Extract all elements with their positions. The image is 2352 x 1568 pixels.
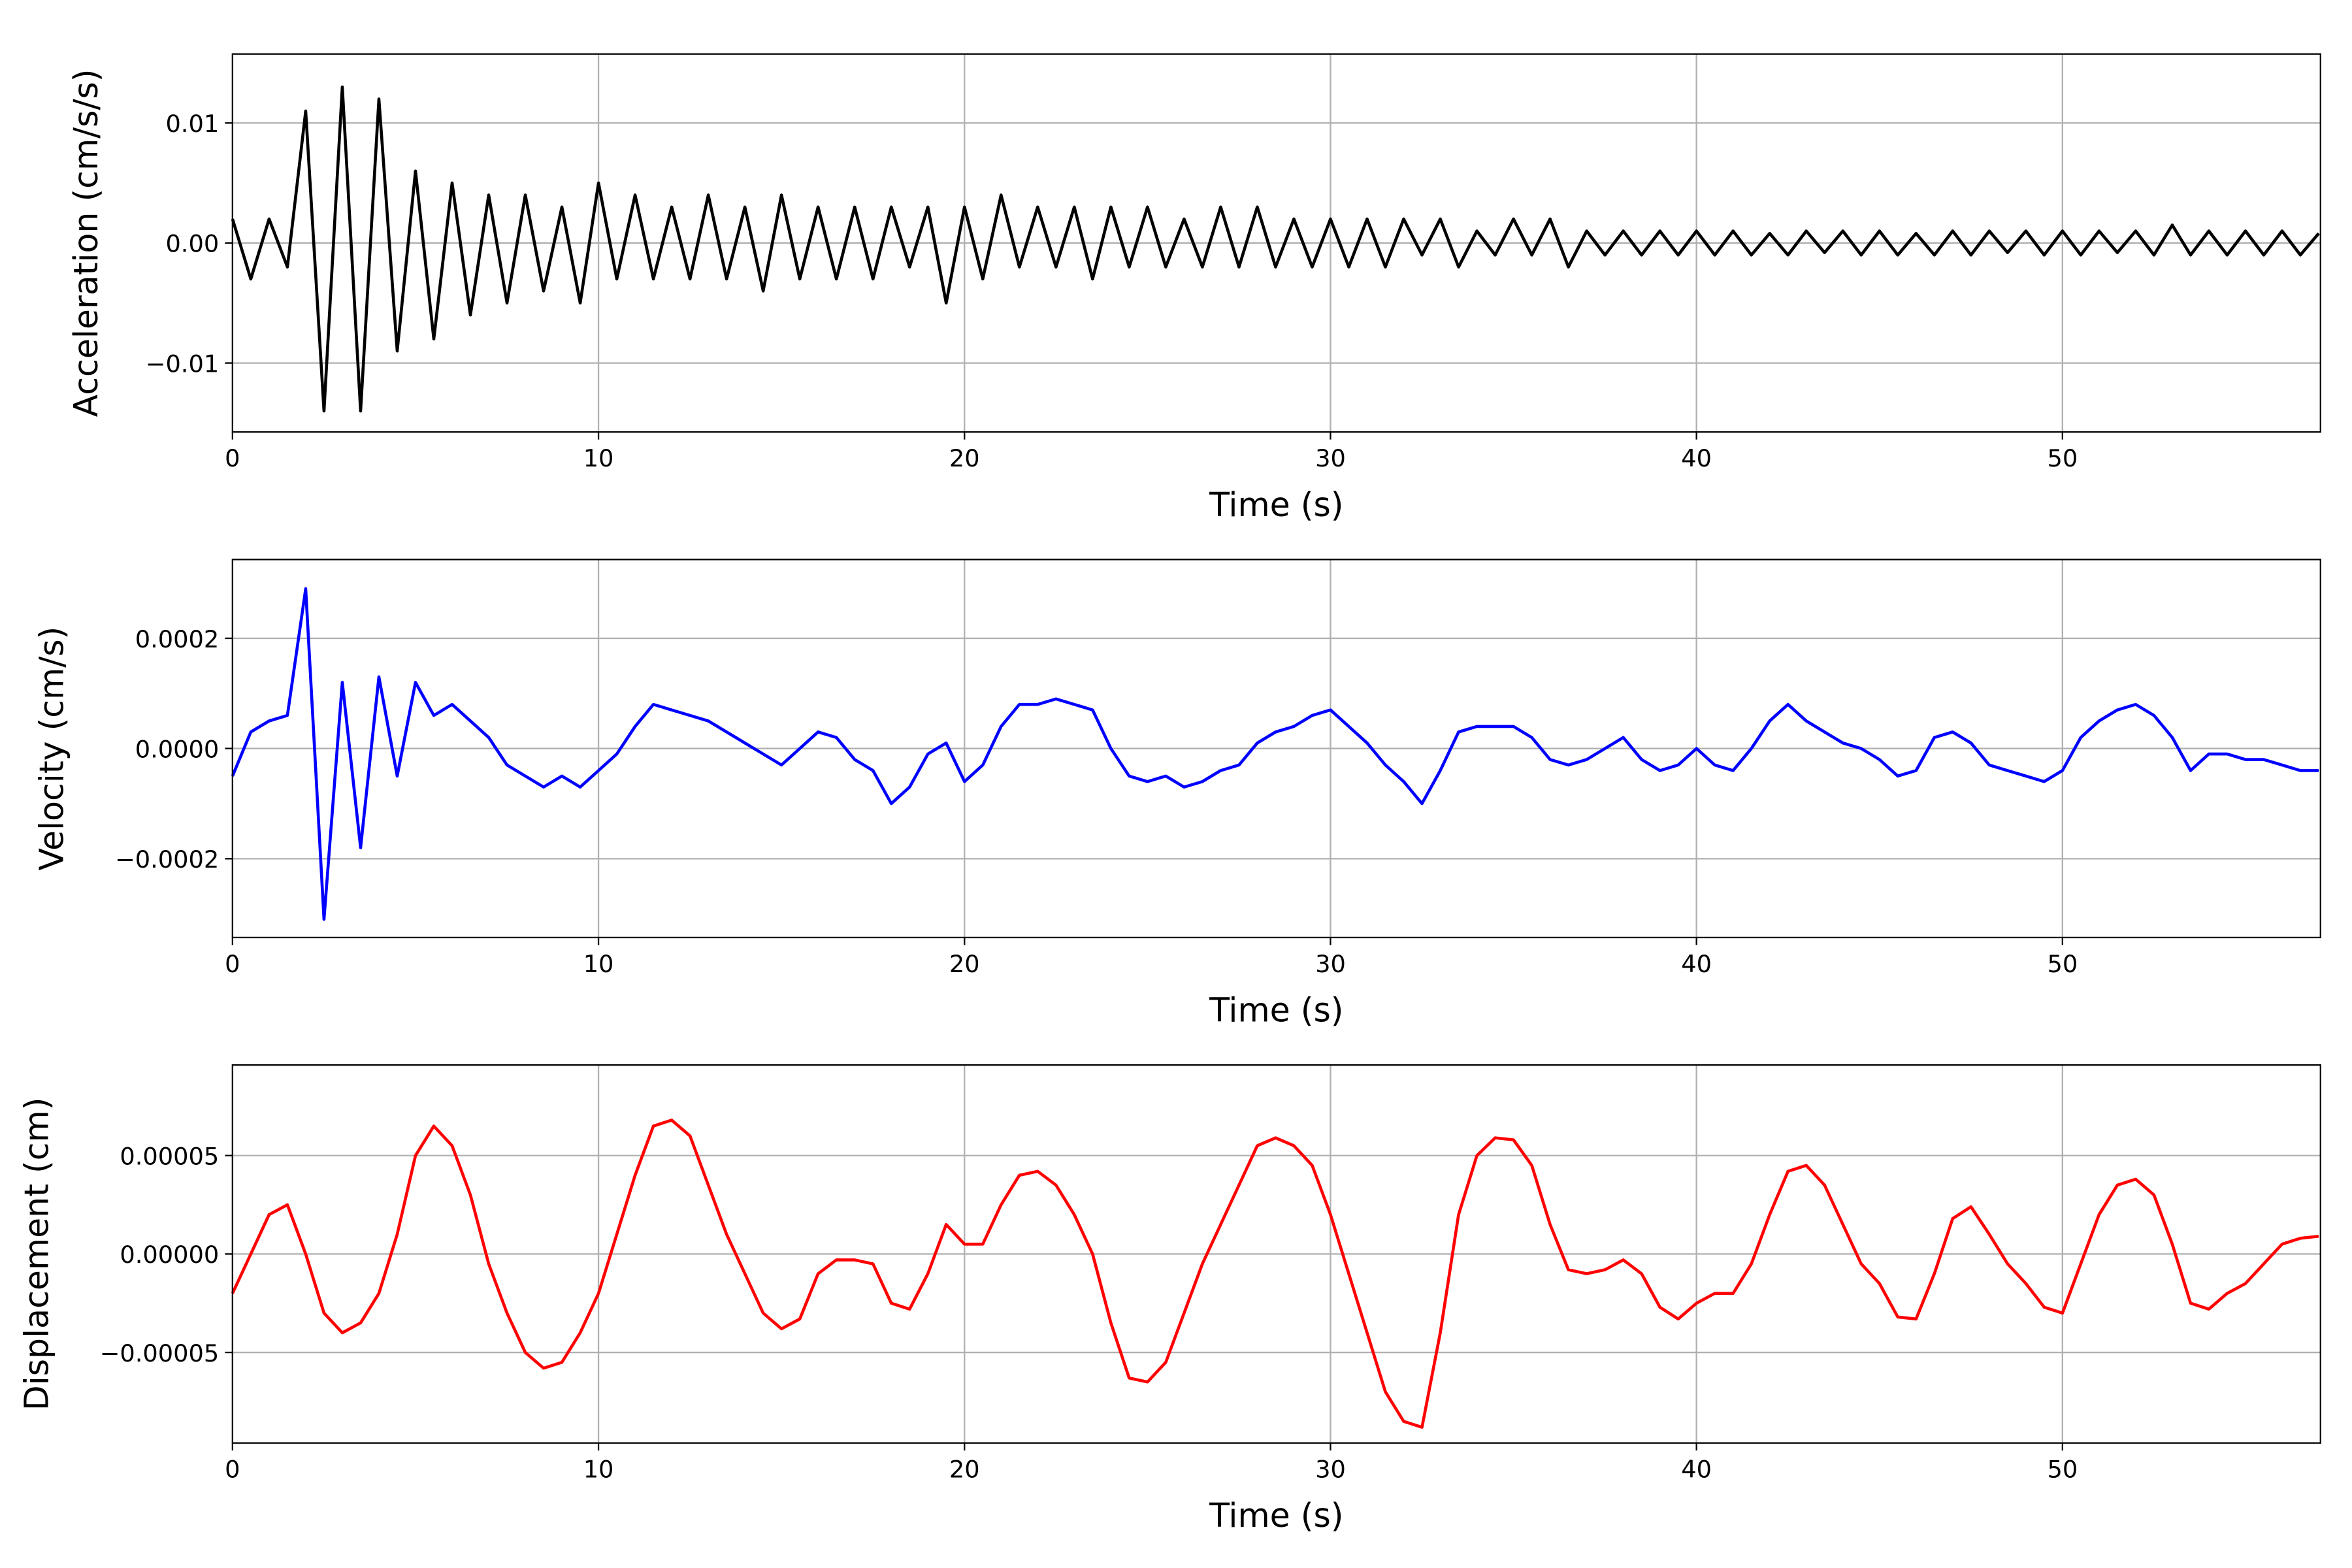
y-axis-label: Displacement (cm) [17,1098,56,1411]
x-axis-label: Time (s) [1209,485,1343,524]
x-tick-label: 30 [1315,950,1346,978]
y-tick-label: 0.0002 [135,625,219,653]
y-tick-label: −0.0002 [115,845,219,874]
x-tick-label: 10 [583,444,614,472]
panel: 0 10 20 30 40 50 −0.01 0.00 0.01 Time (s) Accelera… [67,53,2321,524]
y-tick-label: 0.00 [165,230,219,258]
y-tick-label: −0.01 [146,350,220,378]
panel: 0 10 20 30 40 50 −0.0002 0.0000 0.0002 Time (s) Ve… [32,559,2321,1030]
x-tick-label: 20 [949,950,980,978]
x-tick-label: 0 [225,444,240,472]
plot-frame [231,53,2321,433]
data-line [231,85,2320,413]
x-tick-label: 40 [1681,1455,1712,1483]
x-tick-label: 50 [2047,1455,2078,1483]
x-tick-label: 10 [583,1455,614,1483]
x-tick-label: 0 [225,950,240,978]
x-tick-label: 30 [1315,1455,1346,1483]
y-tick-label: 0.0000 [135,735,219,763]
x-tick-label: 20 [949,444,980,472]
y-axis-label: Velocity (cm/s) [32,627,71,871]
y-tick-label: 0.01 [165,110,219,138]
y-axis-label: Acceleration (cm/s/s) [67,69,105,417]
x-tick-label: 0 [225,1455,240,1483]
x-tick-label: 50 [2047,950,2078,978]
x-axis-label: Time (s) [1209,1496,1343,1535]
data-line [231,587,2319,921]
y-tick-label: −0.00005 [100,1339,220,1367]
x-tick-label: 40 [1681,950,1712,978]
x-tick-label: 50 [2047,444,2078,472]
panel: 0 10 20 30 40 50 −0.00005 0.00000 0.00005 Time (s… [17,1064,2321,1535]
plot-frame [231,1064,2321,1444]
x-tick-label: 30 [1315,444,1346,472]
y-tick-label: 0.00000 [120,1241,219,1269]
x-tick-label: 20 [949,1455,980,1483]
plot-frame [231,559,2321,939]
x-axis-label: Time (s) [1209,991,1343,1030]
y-tick-label: 0.00005 [120,1142,219,1170]
x-tick-label: 40 [1681,444,1712,472]
data-line [231,1119,2319,1429]
x-tick-label: 10 [583,950,614,978]
